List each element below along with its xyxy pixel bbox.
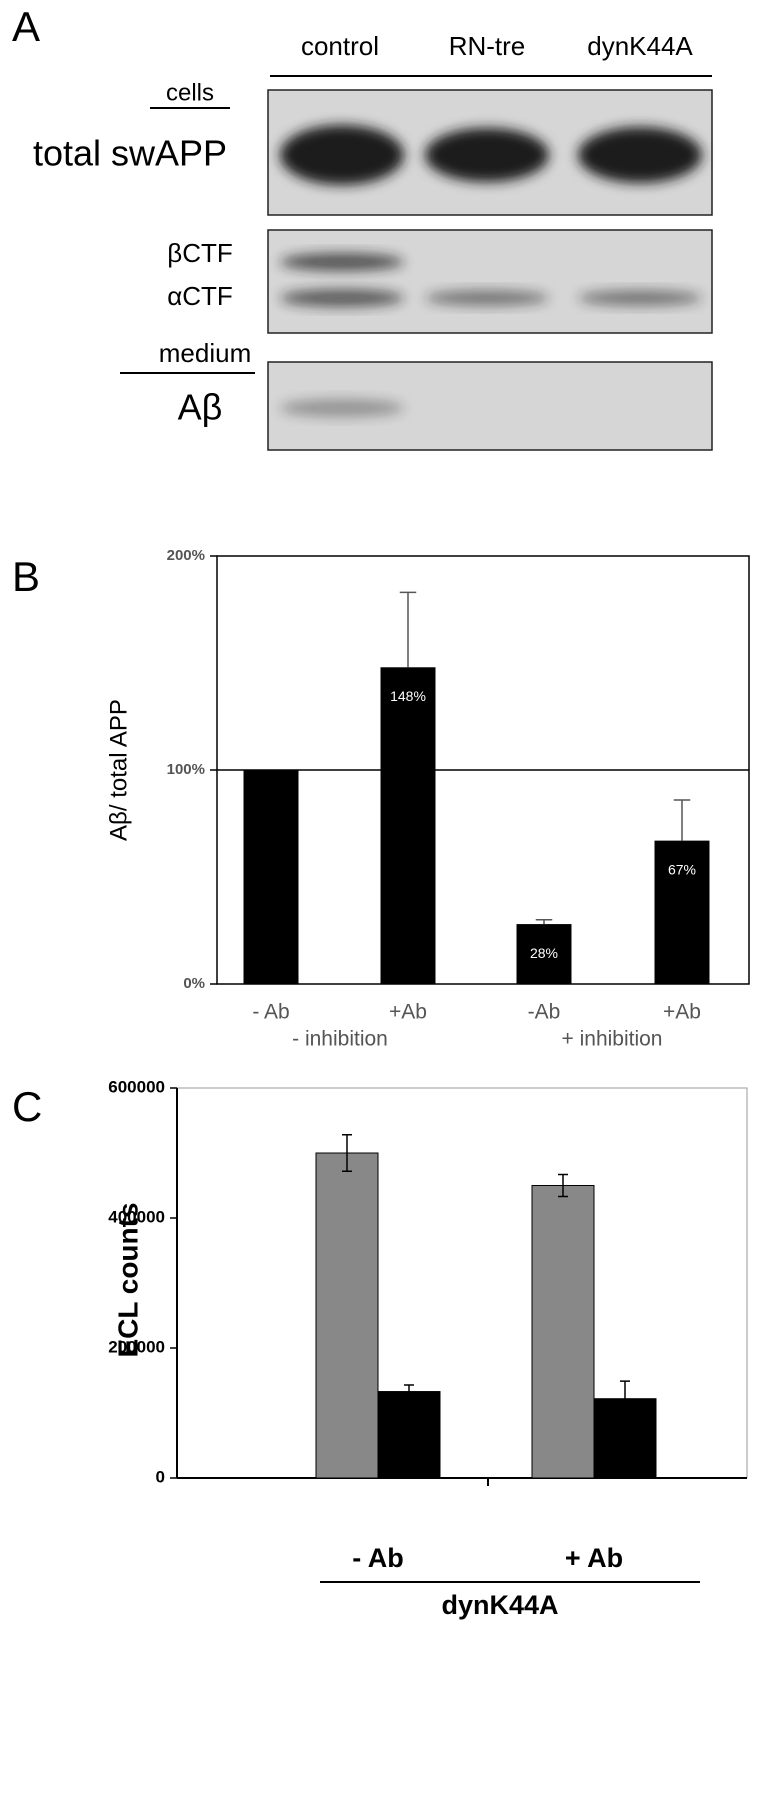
- error-bar: [342, 1134, 352, 1172]
- error-bar: [535, 919, 553, 925]
- section-label: cells: [166, 79, 214, 106]
- bar: [377, 1391, 441, 1479]
- group-label: - inhibition: [292, 1028, 388, 1051]
- value-label: 67%: [668, 861, 696, 877]
- band: [578, 290, 702, 306]
- bar: [516, 924, 572, 984]
- error-bar: [399, 591, 417, 668]
- x-tick-label: +Ab: [389, 1001, 427, 1024]
- band: [578, 127, 702, 183]
- y-tick-label: 200%: [167, 547, 205, 564]
- bar: [531, 1185, 595, 1479]
- row-label: αCTF: [167, 281, 233, 311]
- group-label: dynK44A: [441, 1590, 558, 1620]
- group-label: + inhibition: [562, 1028, 663, 1051]
- panel-a: A control RN-tre dynK44A cells total swA…: [12, 3, 713, 451]
- band: [280, 253, 404, 271]
- lane-label: control: [301, 31, 379, 61]
- panel-label: C: [12, 1083, 42, 1130]
- error-bar: [620, 1380, 630, 1417]
- row-label: βCTF: [167, 238, 233, 268]
- error-bar: [558, 1173, 568, 1198]
- y-tick-label: 200000: [108, 1337, 165, 1356]
- x-tick-label: +Ab: [663, 1001, 701, 1024]
- value-label: 148%: [390, 688, 426, 704]
- x-tick-label: - Ab: [252, 1001, 289, 1024]
- band: [425, 128, 549, 182]
- value-label: 28%: [530, 945, 558, 961]
- y-axis-label: Aβ/ total APP: [105, 699, 132, 841]
- bar: [654, 840, 710, 984]
- lane-label: dynK44A: [587, 31, 693, 61]
- x-tick-label: + Ab: [565, 1543, 623, 1573]
- y-tick-label: 400000: [108, 1207, 165, 1226]
- section-label: medium: [159, 338, 251, 368]
- band: [425, 290, 549, 306]
- y-tick-label: 0: [156, 1467, 165, 1486]
- y-tick-label: 600000: [108, 1077, 165, 1096]
- bar: [380, 667, 436, 984]
- bar: [243, 770, 299, 984]
- x-tick-label: - Ab: [352, 1543, 403, 1573]
- error-bar: [673, 799, 691, 841]
- band: [280, 289, 404, 307]
- gel-blot: [267, 229, 713, 334]
- row-label: total swAPP: [33, 133, 227, 174]
- row-label: Aβ: [178, 387, 223, 428]
- plot-frame: [177, 1087, 748, 1478]
- panel-label: A: [12, 3, 40, 50]
- band: [280, 399, 404, 417]
- y-axis-label: ECL counts: [112, 1202, 143, 1357]
- bar: [315, 1152, 379, 1479]
- lane-label: RN-tre: [449, 31, 526, 61]
- error-bar: [404, 1384, 414, 1399]
- panel-label: B: [12, 553, 40, 600]
- y-tick-label: 0%: [183, 975, 205, 992]
- band: [280, 125, 404, 185]
- y-tick-label: 100%: [167, 761, 205, 778]
- x-tick-label: -Ab: [528, 1001, 561, 1024]
